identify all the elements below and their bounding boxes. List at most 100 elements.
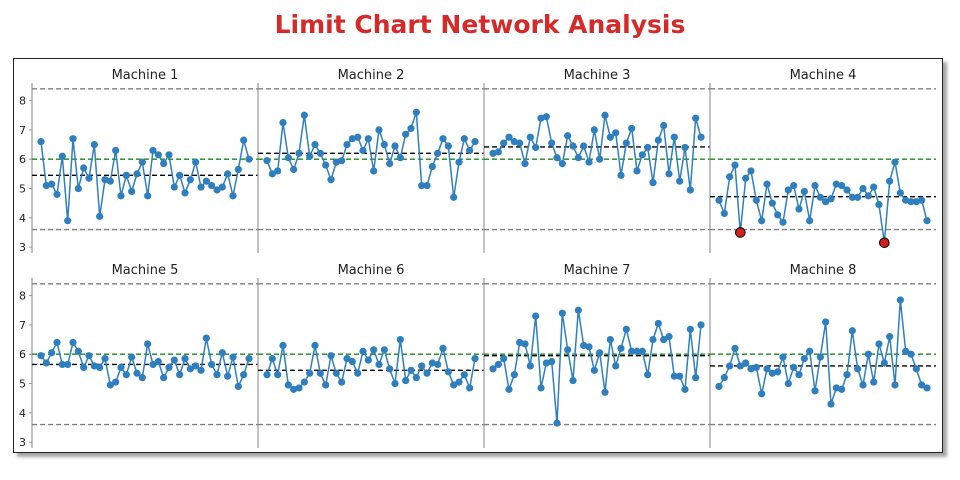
data-point (418, 362, 426, 370)
data-point (622, 325, 630, 333)
data-point (245, 155, 253, 163)
data-point (697, 133, 705, 141)
data-point (138, 374, 146, 382)
data-point (229, 353, 237, 361)
data-point (606, 133, 614, 141)
data-point (370, 346, 378, 354)
data-point (558, 160, 566, 168)
data-point (234, 165, 242, 174)
data-point (742, 174, 750, 182)
data-point (343, 355, 351, 363)
data-point (526, 133, 534, 141)
data-point (375, 360, 383, 369)
data-point (263, 371, 271, 379)
data-point (494, 360, 502, 369)
panel-6: Machine 6 (257, 263, 484, 448)
data-point (569, 142, 577, 150)
panel-2: Machine 2 (257, 68, 484, 253)
data-point (681, 385, 689, 393)
y-tick-label: 4 (19, 407, 26, 420)
panel-title: Machine 1 (112, 68, 179, 83)
data-point (654, 319, 662, 328)
data-point (542, 113, 550, 121)
data-point (907, 350, 915, 358)
data-point (590, 126, 598, 134)
data-point (122, 371, 130, 379)
data-point (628, 347, 636, 355)
data-point (644, 371, 652, 379)
data-point (838, 385, 846, 393)
data-point (806, 217, 814, 225)
data-point (354, 369, 362, 377)
data-point (742, 359, 750, 367)
data-point (811, 181, 819, 190)
data-point (628, 124, 636, 133)
series-line (266, 339, 476, 391)
data-point (295, 149, 303, 157)
data-point (848, 327, 856, 335)
data-point (681, 143, 689, 152)
data-point (720, 374, 728, 382)
y-tick-label: 6 (19, 348, 26, 361)
data-point (37, 352, 45, 360)
data-point (633, 167, 641, 175)
outlier-point (879, 237, 890, 249)
data-point (423, 181, 431, 190)
data-point (396, 335, 404, 344)
data-point (218, 183, 226, 191)
series-line (40, 138, 250, 221)
data-point (923, 217, 931, 225)
data-point (891, 381, 899, 389)
data-point (548, 139, 556, 147)
data-point (386, 365, 394, 373)
panel-title: Machine 6 (338, 263, 405, 278)
data-point (638, 347, 646, 355)
data-point (359, 146, 367, 155)
data-point (692, 374, 700, 382)
data-point (407, 366, 415, 374)
data-point (774, 211, 782, 219)
data-point (649, 335, 657, 344)
data-point (64, 217, 72, 225)
data-point (245, 355, 253, 363)
series-line (492, 115, 702, 191)
data-point (731, 161, 739, 169)
data-point (439, 135, 447, 143)
data-point (827, 400, 835, 408)
data-point (774, 368, 782, 376)
data-point (396, 154, 404, 162)
data-point (370, 167, 378, 175)
data-point (80, 363, 88, 371)
data-point (859, 381, 867, 389)
data-point (494, 148, 502, 156)
data-point (186, 176, 194, 184)
data-point (279, 118, 287, 127)
data-point (864, 350, 872, 358)
data-point (224, 170, 232, 178)
data-point (144, 192, 152, 200)
data-point (439, 344, 447, 352)
panel-title: Machine 8 (790, 263, 857, 278)
data-point (74, 184, 82, 193)
data-point (827, 195, 835, 203)
data-point (165, 363, 173, 371)
data-point (686, 186, 694, 194)
data-point (90, 140, 98, 149)
data-point (822, 198, 830, 206)
data-point (665, 170, 673, 178)
data-point (660, 335, 668, 344)
data-point (854, 193, 862, 201)
data-point (859, 184, 867, 193)
data-point (306, 369, 314, 377)
data-point (660, 121, 668, 130)
data-point (880, 359, 888, 367)
data-point (391, 379, 399, 388)
data-point (208, 360, 216, 369)
data-point (505, 385, 513, 393)
y-tick-label: 7 (19, 124, 26, 137)
data-point (580, 142, 588, 150)
series-line (492, 310, 702, 424)
data-point (585, 158, 593, 166)
data-point (526, 362, 534, 370)
data-point (460, 135, 468, 143)
